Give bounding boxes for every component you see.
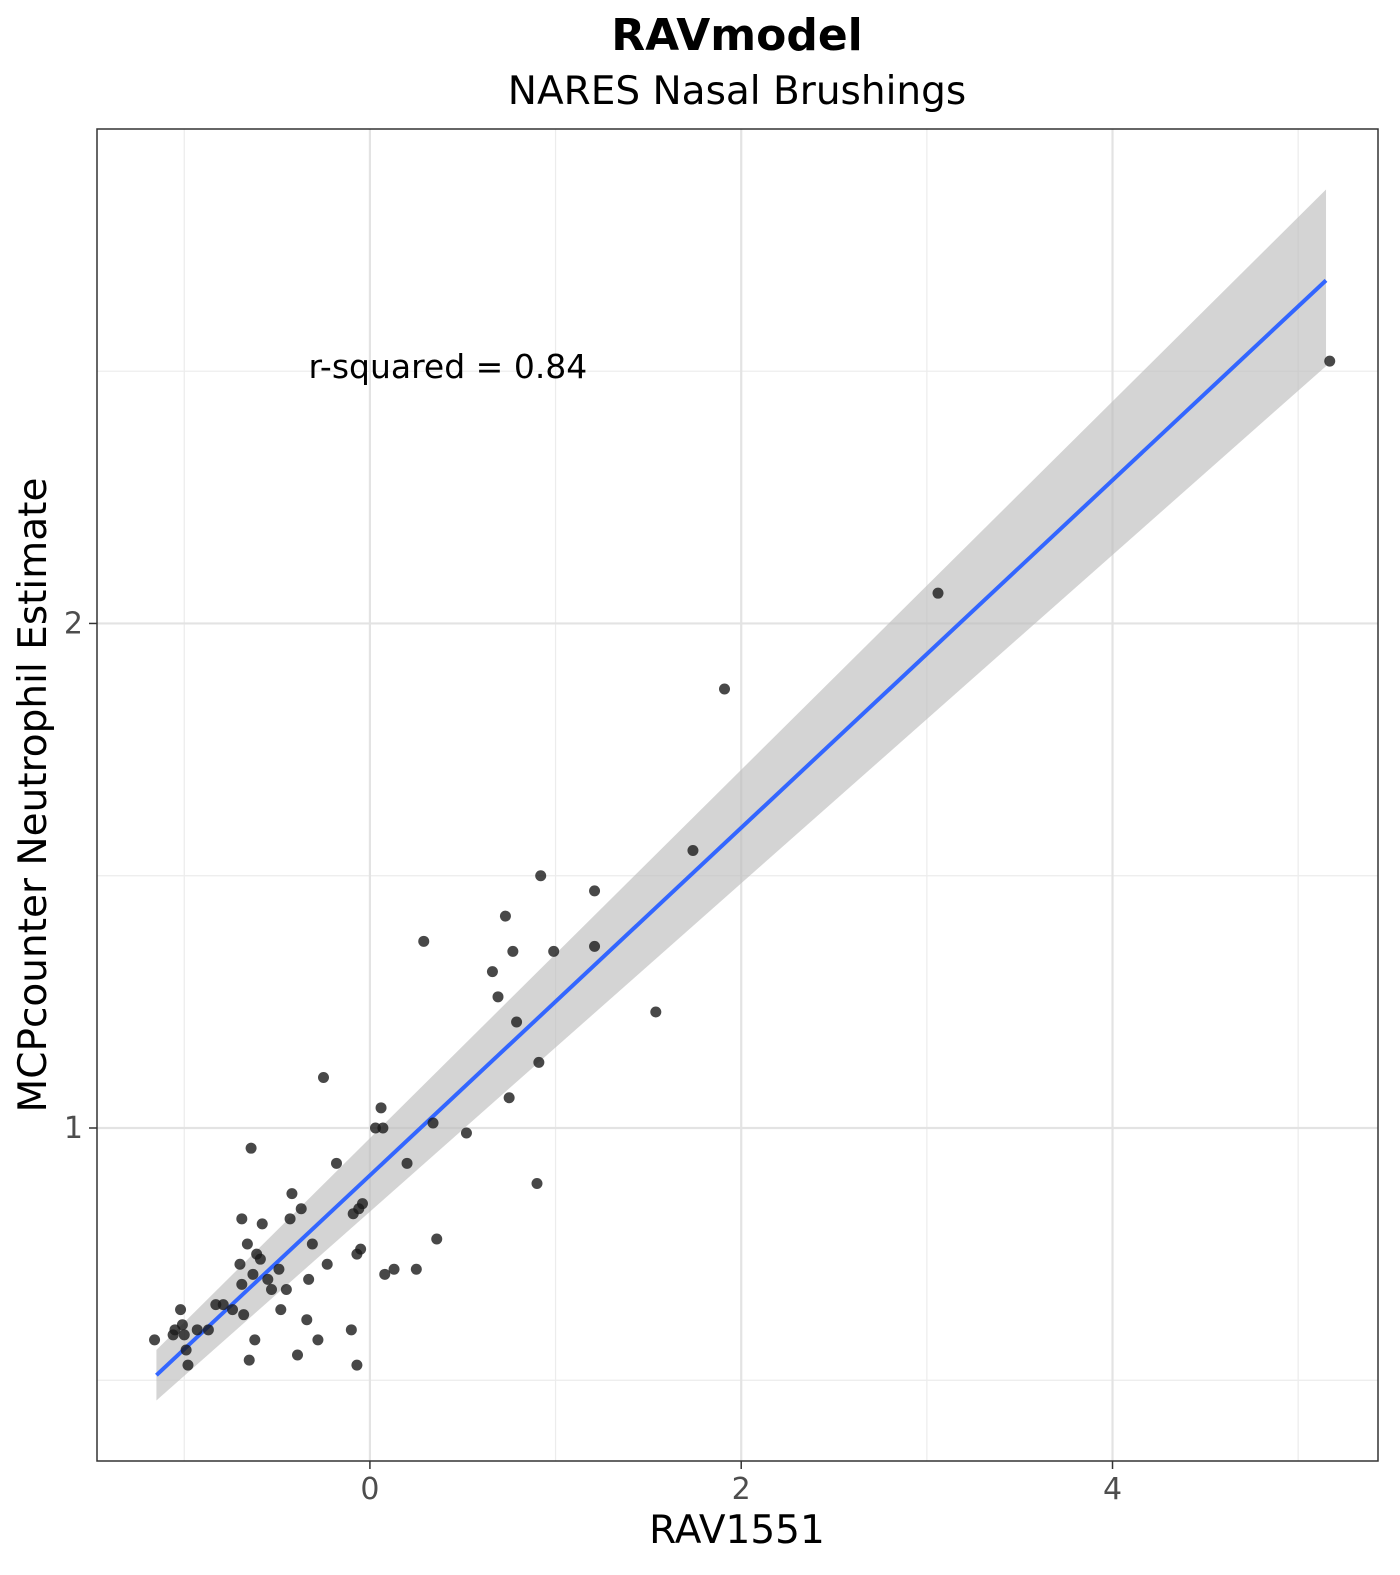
data-point	[312, 1334, 324, 1346]
data-point	[256, 1218, 268, 1230]
data-point	[176, 1319, 188, 1331]
data-point	[418, 935, 430, 947]
confidence-band-group	[156, 189, 1327, 1401]
data-point	[650, 1006, 662, 1018]
x-tick-label: 0	[360, 1472, 379, 1507]
data-point	[149, 1334, 161, 1346]
data-point	[410, 1263, 422, 1275]
data-point	[345, 1324, 357, 1336]
data-point	[388, 1263, 400, 1275]
data-point	[249, 1334, 261, 1346]
y-axis-label: MCPcounter Neutrophil Estimate	[11, 478, 56, 1113]
data-point	[236, 1278, 248, 1290]
data-point	[238, 1309, 250, 1321]
data-point	[295, 1203, 307, 1215]
data-point	[486, 966, 498, 978]
data-point	[306, 1238, 318, 1250]
data-point	[1324, 355, 1336, 367]
data-points	[149, 355, 1336, 1371]
data-point	[355, 1243, 367, 1255]
data-point	[175, 1304, 187, 1316]
confidence-band	[156, 189, 1327, 1401]
data-point	[589, 940, 601, 952]
data-point	[303, 1273, 315, 1285]
data-point	[217, 1299, 229, 1311]
y-axis-ticks: 12	[64, 606, 97, 1146]
data-point	[687, 845, 699, 856]
data-point	[321, 1258, 333, 1270]
plot-border	[96, 128, 1379, 1462]
chart-subtitle: NARES Nasal Brushings	[508, 69, 966, 114]
data-point	[301, 1314, 313, 1326]
data-point	[234, 1258, 246, 1270]
data-point	[202, 1324, 214, 1336]
data-point	[492, 991, 504, 1003]
data-point	[247, 1268, 259, 1280]
y-tick-label: 2	[64, 606, 83, 641]
data-point	[379, 1268, 391, 1280]
data-point	[375, 1102, 387, 1114]
data-point	[460, 1127, 472, 1139]
data-point	[275, 1304, 287, 1316]
data-point	[548, 945, 560, 957]
x-axis-ticks: 0 2 4	[360, 1461, 1122, 1507]
data-point	[241, 1238, 253, 1250]
data-point	[427, 1117, 439, 1129]
data-point	[533, 1056, 545, 1068]
data-point	[273, 1263, 285, 1275]
data-point	[182, 1359, 194, 1371]
data-point	[511, 1016, 523, 1028]
data-point	[351, 1359, 363, 1371]
data-point	[317, 1072, 329, 1084]
data-point	[227, 1304, 239, 1316]
data-point	[356, 1198, 368, 1210]
data-point	[286, 1188, 298, 1200]
data-point	[191, 1324, 203, 1336]
data-point	[284, 1213, 296, 1225]
data-point	[262, 1273, 274, 1285]
data-point	[180, 1344, 192, 1356]
data-point	[266, 1283, 278, 1295]
data-point	[330, 1157, 342, 1169]
data-point	[507, 945, 519, 957]
data-point	[431, 1233, 443, 1245]
fit-line	[155, 278, 1328, 1377]
data-point	[531, 1178, 543, 1189]
data-point	[535, 870, 547, 882]
data-point	[178, 1329, 190, 1341]
data-point	[236, 1213, 248, 1225]
data-point	[280, 1283, 292, 1295]
x-tick-label: 2	[732, 1472, 751, 1507]
x-axis-label: RAV1551	[649, 1508, 825, 1553]
data-point	[245, 1142, 257, 1154]
data-point	[719, 683, 731, 695]
data-point	[243, 1354, 255, 1366]
data-point	[401, 1157, 413, 1169]
data-point	[503, 1092, 515, 1104]
x-tick-label: 4	[1103, 1472, 1122, 1507]
r-squared-annotation: r-squared = 0.84	[308, 347, 587, 386]
data-point	[589, 885, 601, 897]
data-point	[292, 1349, 304, 1361]
data-point	[499, 910, 511, 922]
chart-title: RAVmodel	[611, 10, 863, 61]
data-point	[932, 587, 944, 599]
y-tick-label: 1	[64, 1111, 83, 1146]
data-point	[377, 1122, 389, 1134]
data-point	[254, 1253, 266, 1265]
fit-line-group	[155, 278, 1328, 1377]
